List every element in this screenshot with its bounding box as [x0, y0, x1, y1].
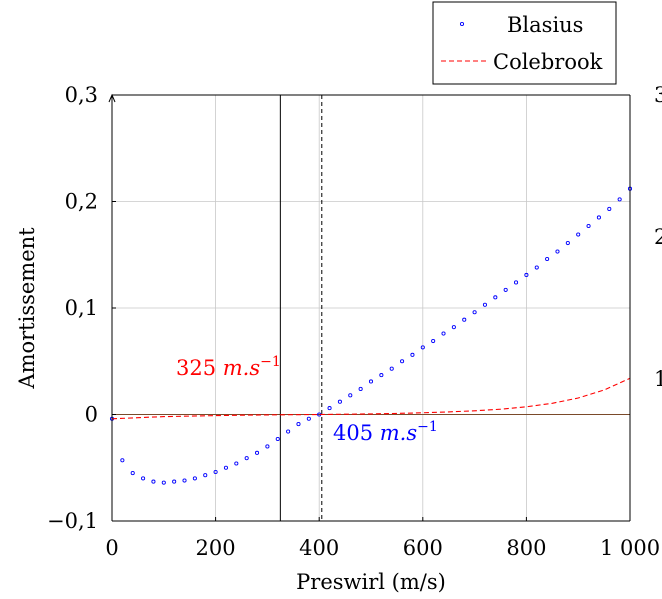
blasius-point: [379, 373, 384, 378]
blasius-point: [130, 471, 135, 476]
series-layer: [109, 186, 633, 485]
tick-labels: 0 200 400 600 800 1 000 −0,1 0 0,1 0,2 0,3 1 2 3 Presw…: [15, 83, 662, 594]
blasius-point: [358, 386, 363, 391]
blasius-point: [493, 295, 498, 300]
blasius-point: [576, 232, 581, 237]
y-tick-label: −0,1: [47, 509, 98, 533]
blasius-point: [410, 352, 415, 357]
blasius-point: [524, 272, 529, 278]
blasius-point: [431, 338, 436, 344]
colebrook-line: [111, 377, 631, 420]
blasius-point: [586, 223, 591, 229]
x-tick-label: 0: [105, 536, 118, 560]
legend-swatch-blasius: [459, 21, 465, 27]
blasius-point: [337, 399, 342, 404]
blasius-point: [368, 379, 374, 384]
legend-label-blasius: Blasius: [507, 13, 583, 37]
blasius-point: [244, 456, 249, 461]
right-axis-tick-label: 1: [654, 367, 662, 391]
blasius-point: [265, 444, 270, 449]
y-tick-label: 0: [85, 403, 98, 427]
blasius-point: [441, 331, 446, 336]
blasius-point: [545, 256, 550, 262]
blasius-point: [607, 206, 612, 212]
blasius-point: [472, 310, 477, 315]
legend: Blasius Colebrook: [432, 1, 617, 85]
x-axis-title: Preswirl (m/s): [296, 570, 446, 594]
y-axis-title: Amortissement: [15, 227, 39, 390]
blasius-point: [234, 461, 239, 466]
ann-colebrook-label: 325 m.s−1: [176, 354, 281, 380]
blasius-point: [151, 479, 156, 484]
y-tick-label: 0,2: [65, 190, 98, 214]
legend-label-colebrook: Colebrook: [493, 50, 603, 74]
blasius-point: [596, 215, 601, 220]
blasius-point: [513, 280, 519, 285]
blasius-point: [617, 197, 622, 202]
x-tick-label: 800: [506, 536, 546, 560]
blasius-point: [306, 416, 311, 421]
axes: [108, 93, 631, 522]
annotations: 325 m.s−1 405 m.s−1: [176, 354, 438, 445]
blasius-point: [120, 458, 125, 463]
right-axis-tick-label: 2: [654, 225, 662, 249]
right-axis-tick-label: 3: [654, 83, 662, 107]
blasius-point: [565, 240, 570, 246]
reference-lines: [112, 95, 630, 521]
blasius-point: [503, 287, 508, 292]
blasius-point: [141, 476, 146, 481]
blasius-point: [254, 450, 260, 455]
blasius-point: [555, 249, 560, 254]
blasius-point: [172, 479, 177, 484]
x-tick-label: 400: [299, 536, 339, 560]
blasius-point: [203, 473, 208, 478]
blasius-point: [534, 265, 539, 270]
blasius-point: [192, 476, 197, 481]
blasius-point: [420, 345, 425, 350]
blasius-point: [348, 393, 353, 398]
ann-blasius-label: 405 m.s−1: [333, 419, 438, 445]
y-tick-label: 0,3: [65, 83, 98, 107]
blasius-point: [400, 359, 405, 364]
blasius-point: [327, 406, 332, 411]
blasius-point: [296, 422, 301, 427]
blasius-point: [182, 478, 187, 483]
legend-box: [432, 1, 617, 85]
y-tick-label: 0,1: [65, 296, 98, 320]
blasius-point: [286, 429, 291, 434]
x-tick-label: 200: [196, 536, 236, 560]
grid: [112, 95, 630, 521]
blasius-point: [389, 366, 394, 371]
blasius-point: [451, 325, 456, 330]
blasius-point: [161, 480, 166, 485]
blasius-point: [213, 469, 218, 475]
blasius-point: [462, 317, 467, 322]
blasius-point: [223, 465, 229, 470]
x-tick-label: 1 000: [600, 536, 660, 560]
blasius-point: [275, 436, 280, 442]
x-tick-label: 600: [403, 536, 443, 560]
blasius-point: [482, 302, 488, 307]
